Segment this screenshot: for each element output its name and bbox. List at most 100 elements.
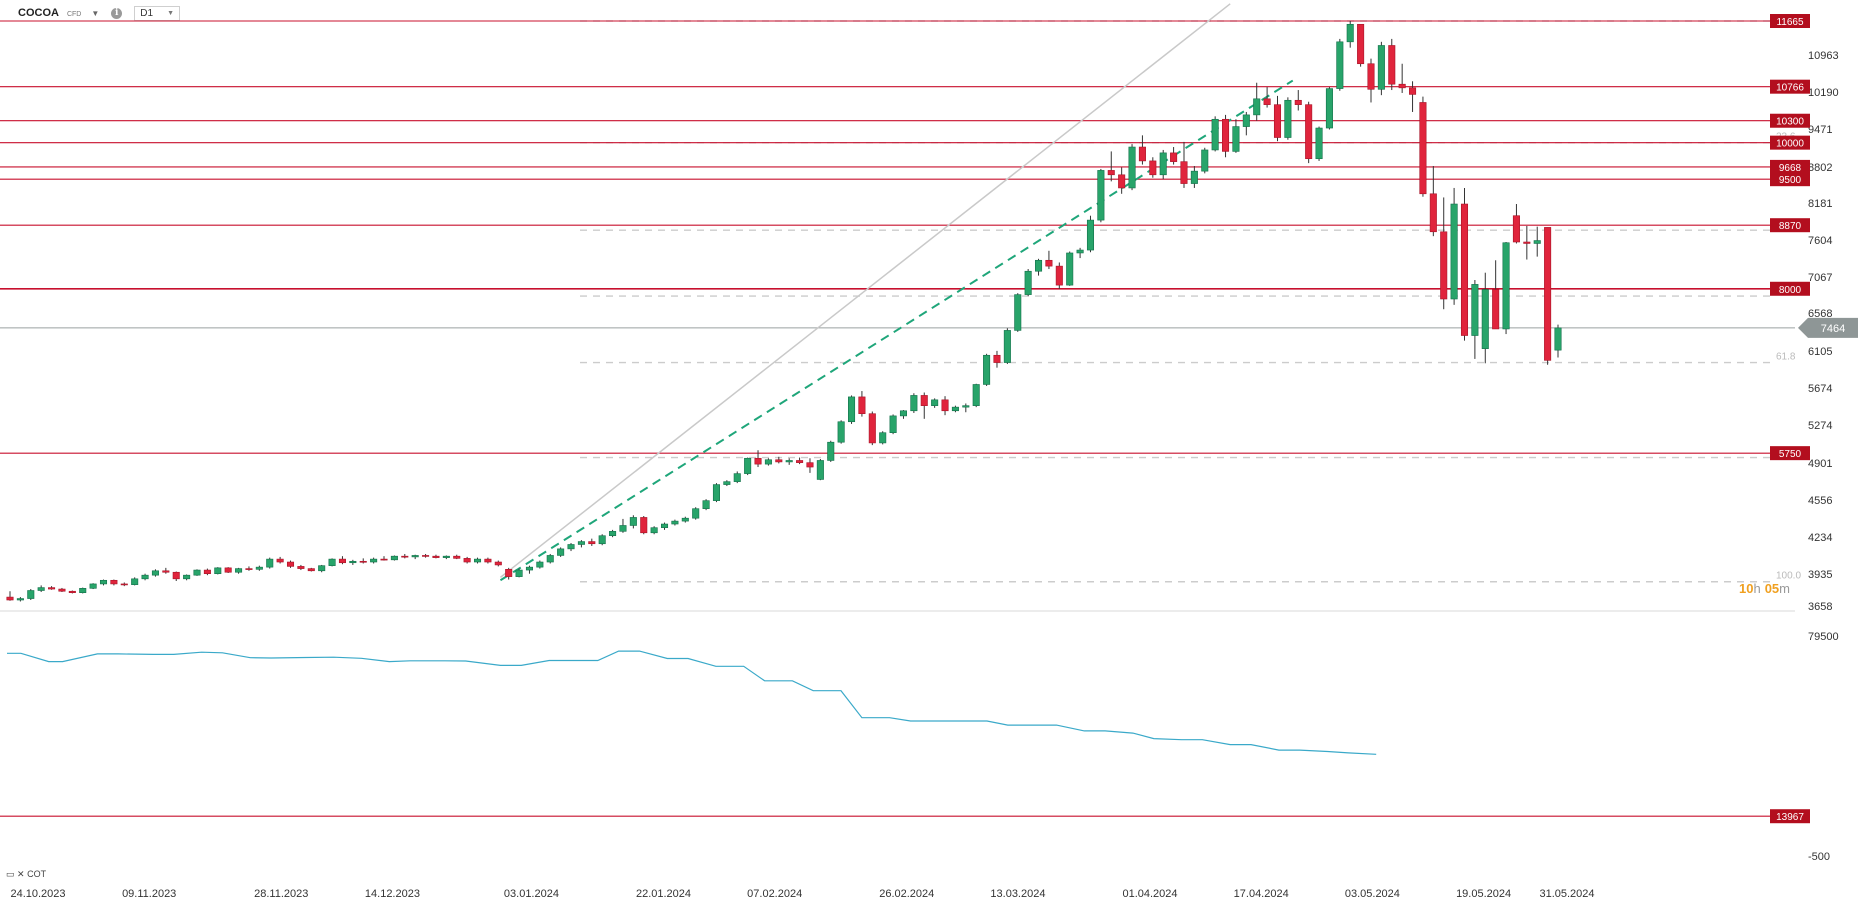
y-tick-label: 3658: [1808, 601, 1832, 613]
candle: [1190, 166, 1198, 188]
y-tick-label: 7067: [1808, 272, 1832, 284]
y-tick-label: 5274: [1808, 420, 1832, 432]
candle: [1367, 58, 1375, 103]
candle: [27, 589, 35, 601]
x-tick-label: 03.05.2024: [1345, 888, 1400, 900]
candle: [214, 567, 222, 575]
candle: [567, 543, 575, 552]
candle: [1471, 280, 1479, 359]
candle: [619, 518, 627, 533]
cot-reference-badge: [1770, 809, 1810, 824]
candle: [650, 526, 658, 535]
price-line-badge: [1770, 79, 1810, 94]
candle: [6, 591, 14, 601]
candle: [640, 515, 648, 535]
candle: [505, 567, 513, 580]
candle: [1398, 63, 1406, 93]
x-tick-label: 14.12.2023: [365, 888, 420, 900]
candle: [484, 557, 492, 564]
candle: [453, 554, 461, 560]
instrument-tag: CFD: [66, 11, 82, 18]
candle: [1544, 227, 1552, 365]
candle: [1118, 167, 1126, 194]
cot-reference-label: 13967: [1776, 812, 1804, 823]
timeframe-select[interactable]: D1 ▼: [134, 5, 180, 21]
candle: [796, 457, 804, 465]
price-line-label: 9668: [1779, 163, 1802, 174]
candle: [255, 565, 263, 571]
candle: [1149, 157, 1157, 178]
minimize-icon[interactable]: ▭: [6, 869, 15, 879]
candle: [1086, 215, 1095, 253]
candle: [338, 556, 346, 565]
candle: [463, 556, 471, 564]
last-price-badge: [1798, 317, 1858, 338]
candle: [785, 458, 793, 465]
price-line-label: 5750: [1779, 449, 1802, 460]
candle: [941, 396, 949, 416]
candle: [1315, 126, 1323, 161]
countdown-timer: 10h 05m: [1739, 581, 1790, 596]
candle: [1502, 242, 1510, 335]
candle: [671, 519, 679, 526]
candle: [723, 480, 731, 487]
candle: [432, 554, 440, 559]
candle: [546, 553, 554, 564]
candle: [972, 383, 980, 408]
candle: [1066, 251, 1074, 286]
chevron-down-icon[interactable]: ▼: [91, 8, 100, 18]
candle: [99, 579, 108, 586]
candle: [203, 568, 211, 576]
cot-y-tick-label: 79500: [1808, 631, 1839, 643]
candle: [1242, 111, 1250, 136]
candle: [1325, 87, 1333, 130]
x-tick-label: 26.02.2024: [879, 888, 934, 900]
candle: [1492, 260, 1500, 330]
price-line-label: 8000: [1779, 285, 1802, 296]
candle: [837, 420, 845, 444]
candle: [629, 515, 637, 529]
candle: [245, 566, 253, 571]
candle: [1450, 187, 1458, 305]
candle: [151, 569, 159, 577]
candle: [68, 590, 76, 594]
axes: 10963 10190 9471 8802 8181 7604 7067 6568 6105 56…: [0, 50, 1839, 900]
symbol-name[interactable]: COCOA: [18, 7, 59, 19]
candle: [1388, 38, 1396, 91]
candle: [1003, 328, 1011, 365]
candle: [951, 405, 959, 413]
x-tick-label: 17.04.2024: [1234, 888, 1289, 900]
x-tick-label: 13.03.2024: [990, 888, 1045, 900]
candle: [58, 587, 66, 592]
candle: [1429, 166, 1437, 237]
candle: [359, 558, 367, 564]
info-icon[interactable]: i: [111, 7, 123, 19]
candle: [816, 459, 824, 481]
candle: [692, 507, 700, 520]
fib-label: 100.0: [1776, 571, 1801, 582]
last-price-label: 7464: [1821, 323, 1845, 335]
candle: [1346, 21, 1354, 48]
chevron-down-icon: ▼: [167, 9, 174, 17]
candle: [889, 414, 897, 435]
candle: [110, 579, 118, 586]
fib-label: 61.8: [1776, 352, 1796, 363]
y-tick-label: 4901: [1808, 458, 1832, 470]
candle: [775, 456, 783, 464]
trendline-0[interactable]: [499, 3, 1231, 578]
candle: [681, 516, 689, 523]
candle: [1409, 81, 1417, 112]
y-tick-label: 10190: [1808, 87, 1839, 99]
candle: [557, 547, 565, 557]
candle: [1533, 226, 1541, 257]
candle: [536, 560, 544, 569]
candle: [754, 450, 762, 468]
close-icon[interactable]: ✕: [17, 869, 25, 879]
x-tick-label: 19.05.2024: [1456, 888, 1511, 900]
price-line-badge: [1770, 218, 1810, 233]
candle: [1222, 114, 1230, 158]
y-tick-label: 6105: [1808, 346, 1832, 358]
candle: [422, 553, 430, 558]
